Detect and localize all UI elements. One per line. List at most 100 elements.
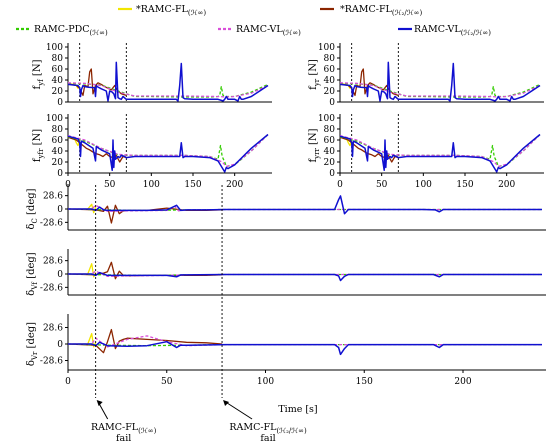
y-tick-label: 80 — [52, 125, 64, 135]
y-tick-label: 20 — [324, 87, 336, 97]
y-tick-label: -28.6 — [40, 283, 63, 293]
y-axis-label: δVr [deg] — [26, 322, 39, 366]
y-tick-label: 0 — [329, 98, 335, 108]
y-tick-label: 80 — [324, 125, 336, 135]
y-tick-label: 100 — [318, 114, 335, 124]
y-axis-label: fyrr [N] — [308, 128, 321, 162]
y-tick-label: 0 — [57, 205, 63, 215]
x-tick-label: 50 — [376, 180, 388, 190]
legend-entry: *RAMC-FL(ℋ₂/ℋ∞) — [320, 4, 422, 17]
series-line — [67, 82, 269, 98]
y-tick-label: 80 — [52, 54, 64, 64]
y-tick-label: 0 — [57, 270, 63, 280]
y-tick-label: -28.6 — [40, 218, 63, 228]
annotation-arrowhead — [96, 400, 103, 406]
x-tick-label: 200 — [226, 180, 243, 190]
y-tick-label: 28.6 — [43, 323, 63, 333]
legend-entry: *RAMC-FL(ℋ∞) — [118, 4, 206, 17]
legend-entry: RAMC-PDC(ℋ∞) — [16, 24, 108, 37]
annotation-fail-text: fail — [116, 433, 131, 443]
y-axis-label: δC [deg] — [26, 188, 39, 229]
annotation-fail-text: fail — [260, 433, 275, 443]
y-tick-label: 20 — [52, 158, 64, 168]
y-tick-label: 60 — [324, 65, 336, 75]
series-line — [68, 195, 542, 215]
series-line — [67, 204, 223, 224]
series-line — [68, 271, 542, 282]
y-axis-label: fyr [N] — [308, 59, 321, 90]
y-tick-label: 40 — [324, 147, 336, 157]
series-line — [339, 68, 399, 97]
x-tick-label: 150 — [356, 377, 373, 387]
x-tick-label: 200 — [454, 377, 471, 387]
y-tick-label: 20 — [324, 158, 336, 168]
series-line — [67, 61, 269, 102]
y-axis-label: δVf [deg] — [26, 252, 39, 295]
series-line — [339, 61, 541, 102]
panel-deltaC: -28.6 0 28.6 δC [deg] — [26, 184, 546, 231]
series-line — [67, 328, 223, 354]
legend-label: RAMC-PDC(ℋ∞) — [34, 24, 108, 37]
y-tick-label: 0 — [57, 98, 63, 108]
x-tick-label: 50 — [104, 180, 116, 190]
series-line — [339, 134, 541, 168]
y-tick-label: 28.6 — [43, 192, 63, 202]
legend: *RAMC-FL(ℋ∞) *RAMC-FL(ℋ₂/ℋ∞) RAMC-PDC(ℋ∞) R… — [16, 4, 491, 37]
series-line — [67, 136, 127, 163]
y-tick-label: 40 — [52, 76, 64, 86]
fail-annotation: RAMC-FL(ℋ₂/ℋ∞)fail — [223, 400, 307, 443]
x-tick-label: 150 — [456, 180, 473, 190]
series-line — [339, 82, 541, 98]
y-tick-label: 100 — [46, 43, 63, 53]
x-tick-label: 100 — [257, 377, 274, 387]
series-line — [339, 136, 399, 163]
x-axis-label: Time [s] — [278, 404, 317, 415]
series-line — [67, 68, 127, 97]
x-tick-label: 200 — [498, 180, 515, 190]
legend-entry: RAMC-VL(ℋ₂/ℋ∞) — [398, 24, 491, 37]
legend-label: RAMC-VL(ℋ∞) — [236, 24, 301, 37]
annotation-arrowhead — [223, 400, 230, 406]
legend-label: RAMC-VL(ℋ₂/ℋ∞) — [414, 24, 491, 37]
x-tick-label: 100 — [415, 180, 432, 190]
y-tick-label: 100 — [46, 114, 63, 124]
x-tick-label: 100 — [143, 180, 160, 190]
series-line — [67, 133, 269, 173]
fail-annotation: RAMC-FL(ℋ∞)fail — [91, 400, 157, 443]
series-line — [67, 134, 269, 168]
x-tick-label: 150 — [184, 180, 201, 190]
series-line — [68, 340, 542, 356]
y-tick-label: 20 — [52, 87, 64, 97]
y-tick-label: 80 — [324, 54, 336, 64]
fail-lines — [95, 185, 223, 398]
y-tick-label: 28.6 — [43, 257, 63, 267]
y-axis-label: fyf [N] — [32, 59, 45, 89]
legend-entry: RAMC-VL(ℋ∞) — [218, 24, 301, 37]
x-tick-label: 0 — [337, 180, 343, 190]
y-tick-label: 0 — [57, 169, 63, 179]
annotation-arrow — [223, 400, 253, 420]
y-tick-label: -28.6 — [40, 357, 63, 367]
y-tick-label: 60 — [52, 65, 64, 75]
y-axis-label: fyfr [N] — [32, 129, 45, 162]
series-line — [339, 133, 541, 173]
y-tick-label: 40 — [52, 147, 64, 157]
y-tick-label: 0 — [57, 340, 63, 350]
annotation-label: RAMC-FL(ℋ₂/ℋ∞) — [229, 422, 307, 435]
annotation-label: RAMC-FL(ℋ∞) — [91, 422, 157, 435]
x-tick-label: 50 — [161, 377, 173, 387]
legend-label: *RAMC-FL(ℋ₂/ℋ∞) — [340, 4, 422, 17]
y-tick-label: 40 — [324, 76, 336, 86]
panel-deltaVf: -28.6 0 28.6 δVf [deg] — [26, 249, 546, 296]
y-tick-label: 60 — [324, 136, 336, 146]
panel-fyfr: 020406080100050100150200fyfr [N] — [32, 114, 272, 190]
legend-label: *RAMC-FL(ℋ∞) — [136, 4, 206, 17]
y-tick-label: 60 — [52, 136, 64, 146]
y-tick-label: 100 — [318, 43, 335, 53]
